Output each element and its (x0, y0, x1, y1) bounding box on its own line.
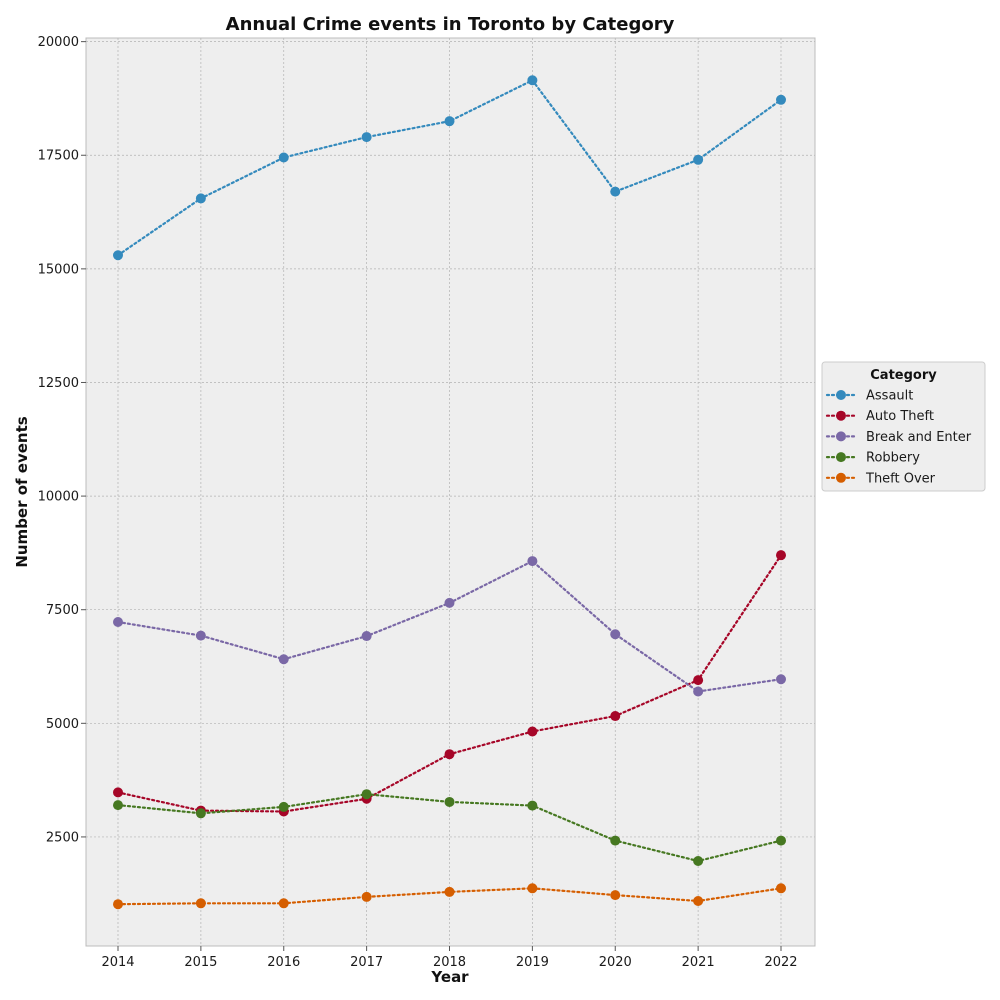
data-point-break-and-enter (278, 654, 289, 665)
y-tick-label: 5000 (46, 717, 79, 732)
data-point-robbery (444, 796, 455, 807)
legend-item-assault: Assault (825, 389, 913, 404)
legend-marker-assault (836, 390, 846, 400)
data-point-assault (113, 250, 123, 261)
legend-marker-break-and-enter (836, 431, 846, 442)
data-point-robbery (693, 856, 704, 867)
data-point-break-and-enter (361, 631, 372, 642)
series-line-robbery (116, 793, 783, 863)
y-tick-label: 20000 (38, 35, 79, 50)
data-point-assault (693, 154, 704, 165)
legend-item-theft-over: Theft Over (825, 471, 936, 486)
data-point-theft-over (361, 891, 372, 902)
legend-marker-robbery (836, 452, 846, 463)
legend-box (821, 361, 986, 492)
data-point-robbery (610, 835, 621, 846)
data-point-break-and-enter (113, 616, 123, 627)
y-tick-label: 17500 (38, 149, 79, 164)
y-tick-label: 2500 (46, 830, 79, 845)
x-tick-label: 2018 (433, 955, 466, 970)
data-point-break-and-enter (527, 556, 538, 567)
data-point-robbery (361, 789, 372, 800)
legend-item-robbery: Robbery (825, 451, 920, 466)
data-point-auto-theft (527, 726, 538, 737)
x-tick-label: 2019 (516, 955, 549, 970)
y-axis-title: Number of events (13, 416, 31, 567)
series-theft-over (113, 883, 786, 910)
data-point-theft-over (278, 898, 289, 909)
legend-label-assault: Assault (866, 389, 913, 404)
data-point-auto-theft (444, 749, 455, 760)
data-point-auto-theft (610, 711, 621, 722)
series-assault (113, 75, 786, 261)
data-point-auto-theft (113, 787, 123, 798)
data-point-theft-over (693, 896, 704, 907)
axes: 2014 2015 2016 2017 2018 2019 2020 2021 2022 2500… (38, 35, 798, 970)
data-point-robbery (776, 835, 786, 846)
x-tick-label: 2016 (267, 955, 300, 970)
chart-title: Annual Crime events in Toronto by Catego… (226, 14, 675, 35)
data-point-theft-over (195, 898, 206, 909)
data-point-robbery (527, 800, 538, 811)
data-point-assault (361, 132, 372, 143)
legend-label-break-and-enter: Break and Enter (866, 430, 972, 445)
y-tick-label: 7500 (46, 603, 79, 618)
x-tick-label: 2017 (350, 955, 383, 970)
data-point-auto-theft (693, 675, 704, 686)
x-tick-label: 2014 (101, 955, 134, 970)
series-robbery (113, 789, 786, 867)
series-layer (113, 75, 786, 910)
legend-marker-theft-over (836, 472, 846, 483)
x-tick-label: 2015 (184, 955, 217, 970)
data-point-break-and-enter (444, 597, 455, 608)
data-point-break-and-enter (195, 630, 206, 641)
data-point-assault (610, 186, 621, 197)
series-break-and-enter (113, 556, 786, 697)
data-point-theft-over (527, 883, 538, 894)
x-tick-label: 2022 (764, 955, 797, 970)
data-point-assault (527, 75, 538, 86)
legend-marker-auto-theft (836, 410, 846, 421)
data-point-assault (278, 152, 289, 163)
y-tick-label: 10000 (38, 490, 79, 505)
x-tick-label: 2020 (599, 955, 632, 970)
data-point-break-and-enter (693, 686, 704, 697)
data-point-break-and-enter (610, 629, 621, 640)
x-tick-label: 2021 (682, 955, 715, 970)
data-point-robbery (278, 801, 289, 812)
data-point-theft-over (444, 886, 455, 897)
data-point-assault (195, 193, 206, 204)
legend-item-break-and-enter: Break and Enter (825, 430, 972, 445)
y-tick-label: 15000 (38, 262, 79, 277)
data-point-theft-over (776, 883, 786, 894)
data-point-robbery (195, 808, 206, 819)
plot-area (85, 37, 816, 947)
data-point-break-and-enter (776, 674, 786, 685)
data-point-assault (444, 116, 455, 127)
legend-label-auto-theft: Auto Theft (866, 409, 934, 424)
y-tick-label: 12500 (38, 376, 79, 391)
data-point-assault (776, 94, 786, 105)
legend-item-auto-theft: Auto Theft (825, 409, 934, 424)
legend: Category Assault Auto Theft Break and Enter… (821, 361, 986, 492)
data-point-auto-theft (776, 550, 786, 561)
x-axis-title: Year (430, 968, 469, 986)
data-point-robbery (113, 800, 123, 811)
legend-label-robbery: Robbery (866, 451, 920, 466)
data-point-theft-over (113, 899, 123, 910)
data-point-theft-over (610, 890, 621, 901)
legend-label-theft-over: Theft Over (865, 471, 936, 486)
legend-title: Category (870, 368, 937, 383)
